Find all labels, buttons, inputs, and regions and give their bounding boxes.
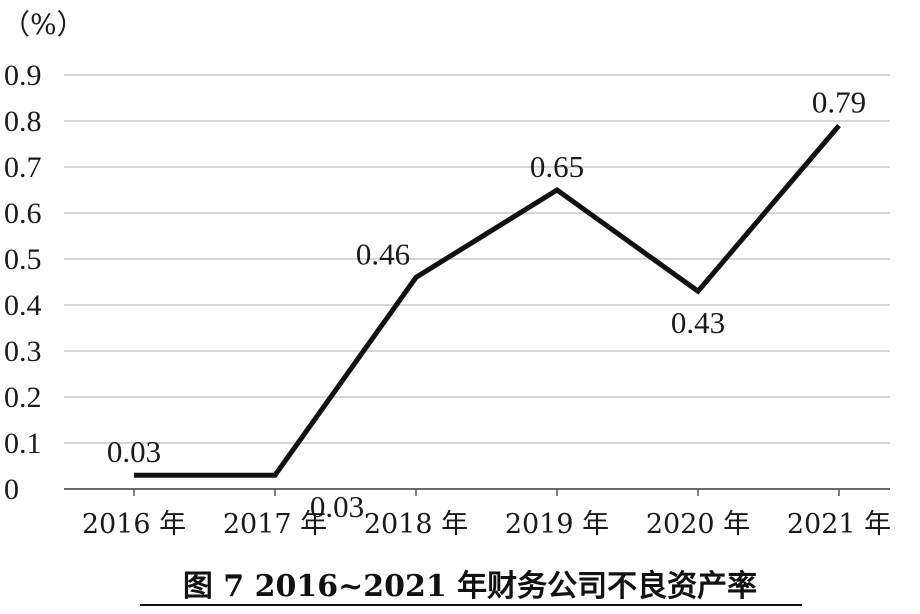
y-tick-label: 0.6 (4, 197, 42, 230)
data-label: 0.03 (107, 434, 161, 469)
x-tick-label: 2021 年 (787, 509, 891, 540)
gridlines (64, 74, 890, 444)
y-tick-label: 0.9 (4, 59, 42, 92)
figure-caption: 图 7 2016~2021 年财务公司不良资产率 (183, 569, 757, 604)
x-tick-label: 2019 年 (505, 509, 609, 540)
x-tick-labels: 2016 年 2017 年 2018 年 2019 年 2020 年 2021 年 (82, 509, 891, 540)
axes (64, 488, 890, 496)
series-line (134, 123, 841, 478)
x-tick-label: 2018 年 (364, 509, 468, 540)
data-label: 0.43 (671, 305, 725, 340)
y-tick-label: 0.1 (4, 427, 42, 460)
data-label: 0.79 (812, 85, 866, 120)
x-tick-label: 2016 年 (82, 509, 186, 540)
y-tick-label: 0.8 (4, 105, 42, 138)
y-tick-labels: 0 0.1 0.2 0.3 0.4 0.5 0.6 0.7 0.8 0.9 (4, 59, 42, 506)
y-tick-label: 0.3 (4, 335, 42, 368)
data-label: 0.03 (310, 489, 364, 524)
series-line-path (134, 123, 841, 478)
data-label: 0.65 (530, 149, 584, 184)
y-tick-label: 0.4 (4, 289, 42, 322)
y-tick-label: 0.2 (4, 381, 42, 414)
y-tick-label: 0 (4, 473, 19, 506)
data-label: 0.46 (356, 236, 410, 271)
x-tick-label: 2017 年 (223, 509, 327, 540)
y-tick-label: 0.7 (4, 151, 42, 184)
y-tick-label: 0.5 (4, 243, 42, 276)
y-unit-label: （%） (2, 8, 85, 41)
x-tick-label: 2020 年 (646, 509, 750, 540)
data-labels: 0.03 0.03 0.46 0.65 0.43 0.79 (107, 85, 866, 525)
